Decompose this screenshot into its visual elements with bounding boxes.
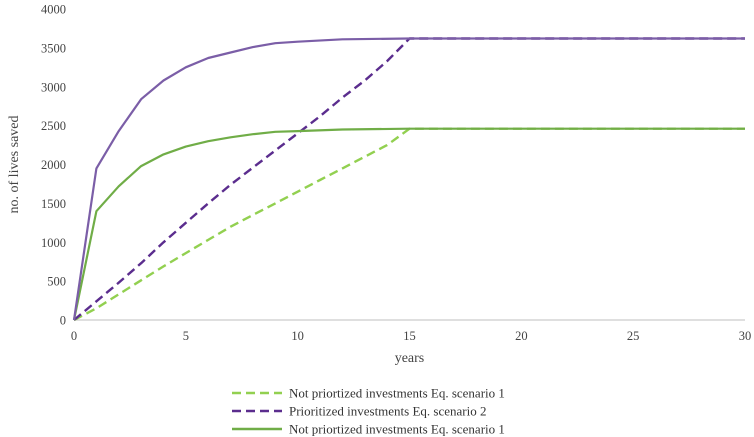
y-tick-label: 3500 [41,41,66,55]
x-tick-label: 30 [739,329,752,343]
series-line-3 [72,127,745,321]
y-axis-label: no. of lives saved [7,116,22,214]
x-tick-label: 15 [403,329,416,343]
series-layer [72,37,745,322]
legend: Not priortized investments Eq. scenario … [232,386,505,437]
x-tick-label: 5 [183,329,189,343]
series-line-4 [72,37,745,321]
legend-entry-label: Prioritized investments Eq. scenario 2 [289,404,486,419]
legend-entry-label: Not priortized investments Eq. scenario … [289,422,505,437]
series-line-1 [73,127,745,322]
y-tick-label: 1000 [41,236,66,250]
x-tick-label: 25 [627,329,640,343]
y-tick-label: 4000 [41,3,66,17]
x-tick-label: 20 [515,329,528,343]
x-axis-label: years [395,351,425,366]
x-tick-label: 10 [291,329,304,343]
y-tick-label: 2000 [41,158,66,172]
legend-entry-label: Not priortized investments Eq. scenario … [289,386,505,401]
y-tick-label: 2500 [41,119,66,133]
x-axis-ticks: 0 5 10 15 20 25 30 [71,329,751,343]
x-tick-label: 0 [71,329,77,343]
y-tick-label: 1500 [41,197,66,211]
y-tick-label: 0 [60,314,66,328]
y-tick-label: 500 [47,275,66,289]
y-axis-ticks: 0 500 1000 1500 2000 2500 3000 3500 4000 [41,3,66,328]
y-tick-label: 3000 [41,80,66,94]
series-line-2 [73,37,745,321]
